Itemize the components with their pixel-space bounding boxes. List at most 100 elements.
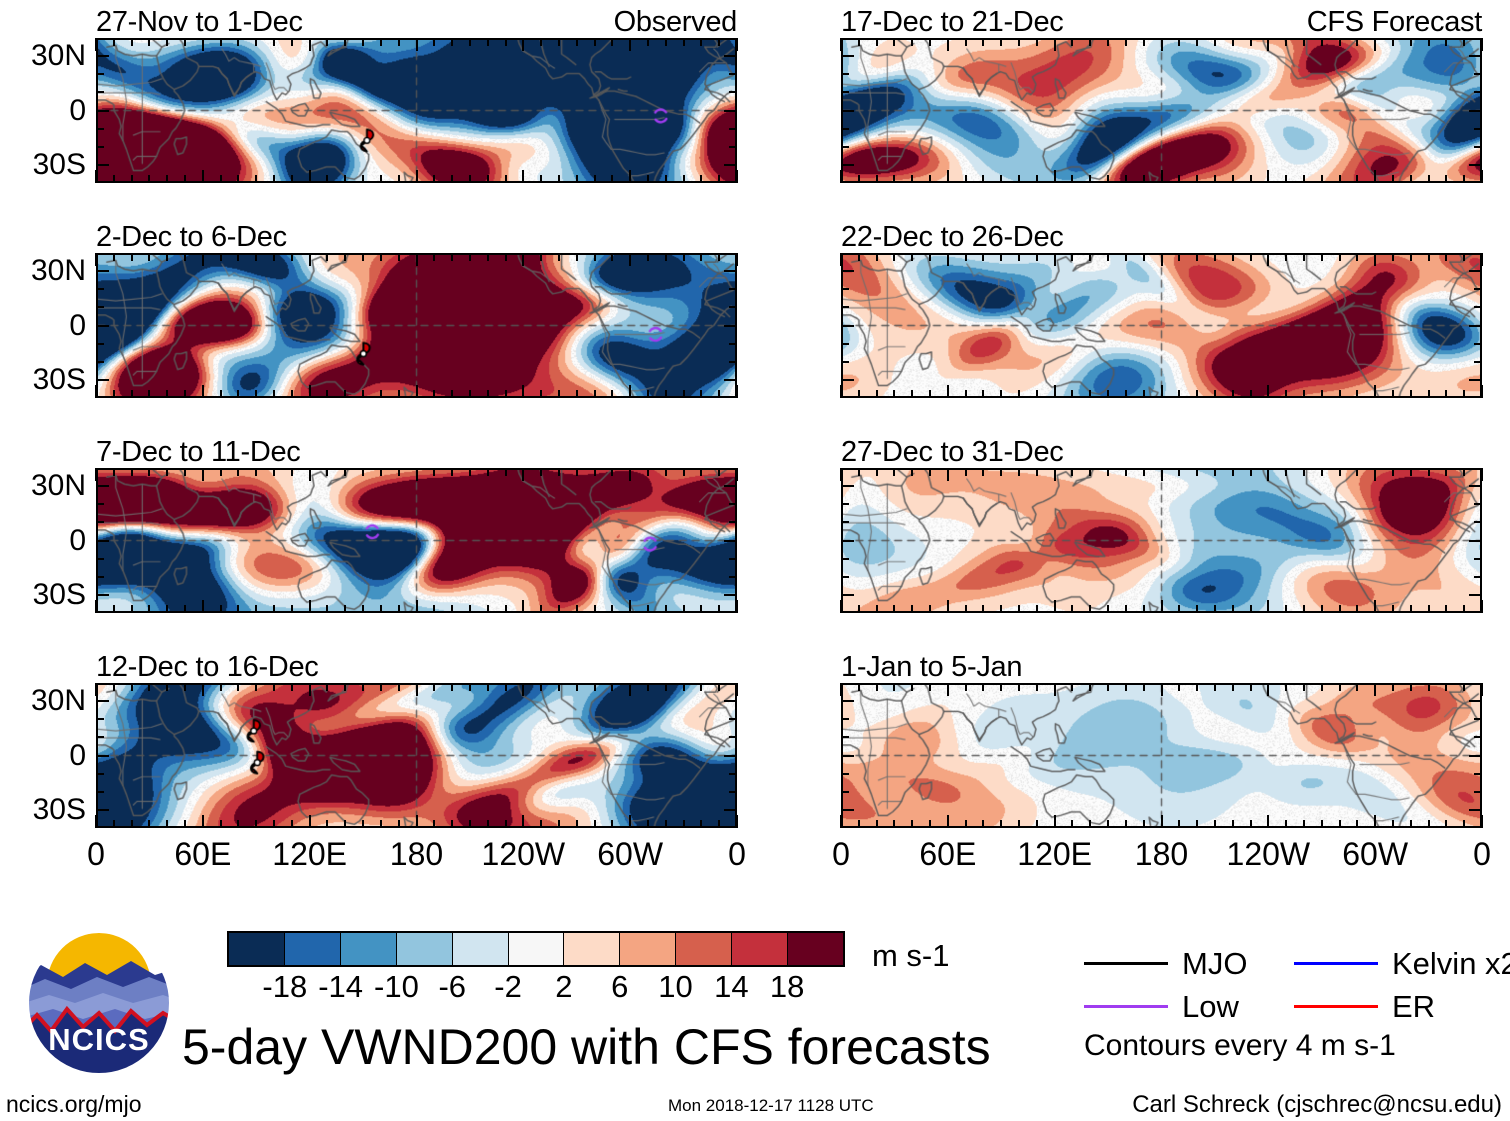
x-axis-tick-label: 0: [728, 836, 746, 872]
colorbar-swatch: [396, 933, 453, 965]
anomaly-map: [843, 40, 1480, 181]
panel-title: 27-Dec to 31-Dec: [841, 436, 1064, 468]
x-axis-tick-label: 0: [1473, 836, 1491, 872]
y-axis-tick-label: 30N: [30, 469, 86, 503]
timestamp-label: Mon 2018-12-17 1128 UTC: [668, 1096, 874, 1115]
colorbar-tick-label: 2: [555, 969, 573, 1004]
colorbar-swatch: [340, 933, 397, 965]
map-frame: [96, 468, 737, 613]
y-axis-tick-label: 30S: [32, 147, 86, 181]
panel-title: 12-Dec to 16-Dec: [96, 651, 319, 683]
map-frame: [96, 683, 737, 828]
legend-row: MJO Kelvin x2: [1084, 942, 1510, 985]
map-panel: 27-Dec to 31-Dec: [840, 437, 1483, 613]
panel-title: 17-Dec to 21-Dec: [841, 6, 1064, 38]
low-line-icon: [1084, 1005, 1168, 1008]
legend-item-er: ER: [1294, 988, 1504, 1024]
x-axis-tick-label: 180: [1134, 836, 1189, 872]
kelvin-line-icon: [1294, 962, 1378, 965]
anomaly-map: [98, 685, 735, 826]
colorbar-tick-label: 6: [611, 969, 629, 1004]
panel-title: 2-Dec to 6-Dec: [96, 221, 287, 253]
y-axis-tick-label: 0: [69, 738, 86, 772]
colorbar-tick-label: -10: [374, 969, 419, 1004]
x-axis-tick-label: 120W: [481, 836, 566, 872]
colorbar-tick-label: 14: [714, 969, 749, 1004]
map-panel: 27-Nov to 1-Dec Observed 30N 0 30S: [31, 7, 738, 183]
site-url-label: ncics.org/mjo: [6, 1091, 142, 1117]
colorbar-tick-label: -2: [494, 969, 522, 1004]
x-axis-labels-left: 0 60E 120E 180 120W 60W 0: [87, 836, 746, 872]
colorbar: -18 -14 -10 -6 -2 2 6 10 14 18: [227, 931, 845, 1004]
colorbar-swatch: [676, 933, 733, 965]
x-axis-tick-label: 120W: [1226, 836, 1311, 872]
x-axis-tick-label: 180: [389, 836, 444, 872]
legend-row: Low ER: [1084, 985, 1504, 1028]
legend-label-low: Low: [1182, 988, 1239, 1024]
x-axis-tick-label: 60W: [597, 836, 664, 872]
legend-item-low: Low: [1084, 988, 1294, 1024]
y-axis-tick-label: 0: [69, 523, 86, 557]
y-axis-tick-label: 30S: [32, 577, 86, 611]
legend-item-kelvin: Kelvin x2: [1294, 947, 1510, 980]
colorbar-tick-label: 10: [658, 969, 693, 1004]
map-frame: [841, 683, 1482, 828]
map-frame: [841, 468, 1482, 613]
x-axis-tick-label: 120E: [1017, 836, 1093, 872]
y-axis-tick-label: 30S: [32, 362, 86, 396]
anomaly-map: [98, 40, 735, 181]
map-frame: [96, 38, 737, 183]
colorbar-tick-label: -14: [318, 969, 364, 1004]
y-axis-tick-label: 30N: [30, 39, 86, 73]
legend-item-mjo: MJO: [1084, 945, 1294, 981]
legend-label-kelvin: Kelvin x2: [1392, 945, 1510, 981]
map-frame: [841, 253, 1482, 398]
map-panel: 17-Dec to 21-Dec CFS Forecast: [840, 7, 1483, 183]
map-frame: [841, 38, 1482, 183]
panel-title: 7-Dec to 11-Dec: [96, 436, 301, 468]
x-axis-tick-label: 0: [832, 836, 850, 872]
x-axis-tick-label: 0: [87, 836, 105, 872]
contour-interval-note: Contours every 4 m s-1: [1084, 1029, 1396, 1062]
colorbar-swatch: [284, 933, 341, 965]
x-axis-tick-label: 120E: [272, 836, 348, 872]
x-axis-labels-right: 0 60E 120E 180 120W 60W 0: [832, 836, 1491, 872]
colorbar-tick-label: -6: [438, 969, 467, 1004]
colorbar-tick-labels: -18 -14 -10 -6 -2 2 6 10 14 18: [227, 967, 845, 1004]
y-axis-tick-label: 0: [69, 93, 86, 127]
map-panel: 22-Dec to 26-Dec: [840, 222, 1483, 398]
panel-title: 27-Nov to 1-Dec: [96, 6, 303, 38]
y-axis-tick-label: 30S: [32, 792, 86, 826]
author-label: Carl Schreck (cjschrec@ncsu.edu): [1132, 1091, 1502, 1118]
anomaly-map: [843, 255, 1480, 396]
ncics-logo-icon: [27, 931, 171, 1075]
wave-legend: MJO Kelvin x2 Low ER: [1084, 942, 1510, 1028]
x-axis-tick-label: 60E: [174, 836, 232, 872]
map-panel: 12-Dec to 16-Dec 30N 0 30S: [31, 652, 738, 828]
legend-label-mjo: MJO: [1182, 945, 1248, 981]
anomaly-map: [98, 470, 735, 611]
colorbar-swatches: [227, 931, 845, 967]
anomaly-map: [843, 685, 1480, 826]
map-panel: 2-Dec to 6-Dec 30N 0 30S: [31, 222, 738, 398]
map-frame: [96, 253, 737, 398]
map-panel: 7-Dec to 11-Dec 30N 0 30S: [31, 437, 738, 613]
y-axis-tick-label: 0: [69, 308, 86, 342]
colorbar-swatch: [564, 933, 621, 965]
panel-title: 1-Jan to 5-Jan: [841, 651, 1023, 683]
colorbar-tick-label: -18: [262, 969, 308, 1004]
ncics-logo: NCICS: [23, 927, 175, 1079]
colorbar-tick-label: 18: [769, 969, 805, 1004]
colorbar-swatch: [620, 933, 677, 965]
colorbar-swatch: [788, 933, 843, 965]
colorbar-units-label: m s-1: [872, 938, 950, 973]
anomaly-map: [98, 255, 735, 396]
er-line-icon: [1294, 1005, 1378, 1008]
x-axis-tick-label: 60E: [919, 836, 977, 872]
anomaly-map: [843, 470, 1480, 611]
colorbar-swatch: [229, 933, 285, 965]
legend-label-er: ER: [1392, 988, 1436, 1024]
map-panel: 1-Jan to 5-Jan: [840, 652, 1483, 828]
colorbar-swatch: [452, 933, 509, 965]
y-axis-tick-label: 30N: [30, 684, 86, 718]
